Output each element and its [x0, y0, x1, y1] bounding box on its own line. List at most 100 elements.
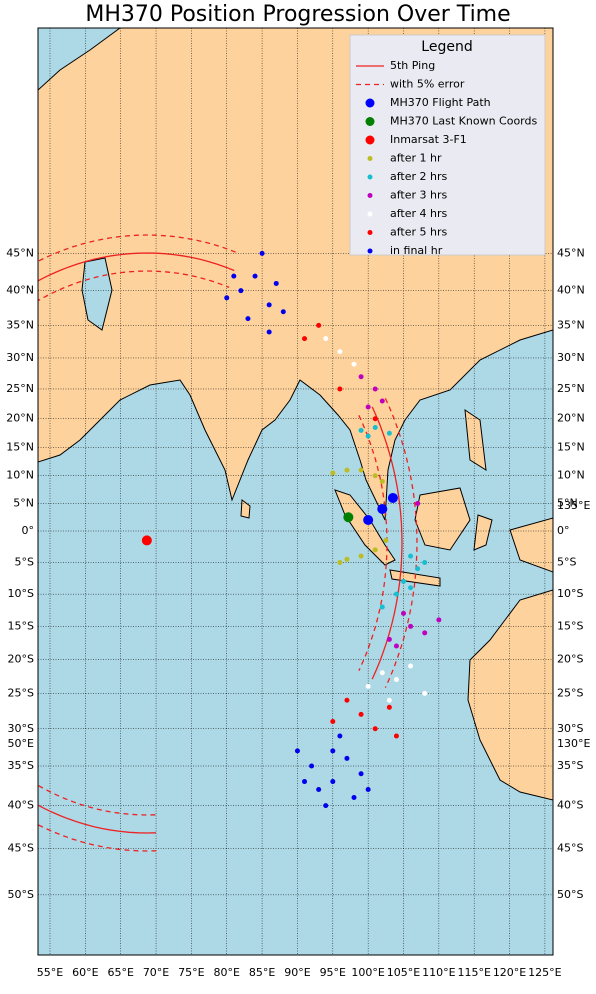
- y-tick-label: 0°: [22, 524, 35, 537]
- point: [365, 433, 371, 439]
- y-tick-label: 5°N: [13, 496, 34, 509]
- legend-label: 5th Ping: [390, 59, 435, 72]
- point: [344, 467, 350, 473]
- point: [294, 748, 300, 754]
- point: [393, 591, 399, 597]
- y-tick-label: 20°S: [8, 652, 34, 665]
- y-tick-label-right: 35°N: [557, 318, 585, 331]
- legend-label: after 2 hrs: [390, 170, 448, 183]
- legend-marker: [365, 117, 375, 126]
- point: [337, 386, 343, 392]
- legend-label: MH370 Flight Path: [390, 96, 491, 109]
- point: [377, 503, 388, 514]
- point: [372, 547, 378, 553]
- legend-label: MH370 Last Known Coords: [390, 115, 537, 128]
- legend-marker: [365, 98, 375, 108]
- point: [358, 711, 364, 717]
- x-tick-label: 110°E: [422, 966, 455, 979]
- point: [372, 726, 378, 732]
- point: [386, 704, 392, 710]
- point: [358, 467, 364, 473]
- y-tick-label-right: 10°N: [557, 469, 585, 482]
- point: [337, 733, 343, 739]
- y-tick-label-right: 5°S: [557, 555, 576, 568]
- point: [365, 683, 371, 689]
- y-tick-label: 45°N: [6, 246, 34, 259]
- y-tick-label: 50°S: [8, 888, 34, 901]
- x-tick-label: 100°E: [351, 966, 384, 979]
- x-tick-label: 55°E: [37, 966, 63, 979]
- y-tick-label-right: 15°N: [557, 441, 585, 454]
- legend-label: after 1 hr: [390, 152, 442, 165]
- legend-marker: [365, 135, 375, 145]
- point: [401, 610, 406, 616]
- point: [408, 623, 414, 629]
- point: [238, 288, 244, 294]
- y-tick-label-right: 5°N: [557, 496, 578, 509]
- point: [231, 273, 237, 279]
- point: [386, 430, 392, 436]
- point: [323, 803, 329, 809]
- point: [393, 733, 399, 739]
- point: [379, 670, 385, 676]
- point: [302, 779, 308, 785]
- point: [358, 553, 364, 559]
- point: [386, 697, 392, 703]
- new-guinea: [509, 517, 553, 573]
- point: [316, 786, 322, 792]
- point: [383, 537, 389, 543]
- y-tick-label-right: 40°N: [557, 284, 585, 297]
- legend-title: Legend: [421, 39, 472, 55]
- sumatra: [334, 489, 396, 566]
- x-tick-label: 65°E: [107, 966, 133, 979]
- caspian-sea: [81, 257, 113, 331]
- point: [401, 578, 406, 584]
- y-tick-label-right: 30°N: [557, 351, 585, 364]
- ping-arc: [384, 398, 418, 688]
- y-tick-label: 10°S: [8, 587, 34, 600]
- legend-label: after 5 hrs: [390, 226, 448, 239]
- point: [280, 309, 286, 315]
- point: [337, 559, 343, 565]
- ping-arcs: [38, 234, 418, 852]
- x-tick-label: 75°E: [178, 966, 204, 979]
- y-tick-label: 30°S: [8, 722, 34, 735]
- ping-arc: [38, 824, 157, 852]
- point: [344, 697, 350, 703]
- y-tick-label-right: 10°S: [557, 587, 583, 600]
- sri-lanka: [240, 499, 251, 519]
- x-tick-label: 125°E: [528, 966, 561, 979]
- point: [330, 470, 336, 476]
- point: [415, 500, 421, 506]
- point: [379, 478, 385, 484]
- y-tick-label-right: 0°: [557, 524, 570, 537]
- point: [330, 779, 336, 785]
- y-tick-label-right: 40°S: [557, 799, 583, 812]
- legend-marker: [367, 248, 373, 254]
- y-tick-label: 20°N: [6, 412, 34, 425]
- ping-arc: [38, 804, 156, 834]
- legend-box: [349, 34, 546, 256]
- y-tick-label: 35°S: [8, 759, 34, 772]
- point: [245, 316, 251, 322]
- sulawesi: [473, 514, 493, 551]
- x-tick-label: 80°E: [214, 966, 240, 979]
- y-tick-label-right: 25°N: [557, 382, 585, 395]
- x-tick-label: 105°E: [387, 966, 420, 979]
- point: [387, 492, 398, 503]
- point: [351, 795, 357, 801]
- y-tick-label: 10°N: [6, 469, 34, 482]
- y-tick-label-right: 20°S: [557, 652, 583, 665]
- edge-label: 130°E: [557, 737, 590, 750]
- point: [386, 636, 392, 642]
- legend-marker: [367, 156, 373, 161]
- y-tick-label: 15°S: [8, 619, 34, 632]
- y-tick-label-right: 50°S: [557, 888, 583, 901]
- x-tick-label: 70°E: [143, 966, 169, 979]
- y-tick-label: 5°S: [15, 555, 34, 568]
- chart-title: MH370 Position Progression Over Time: [85, 2, 510, 27]
- point: [408, 663, 414, 669]
- legend-label: Inmarsat 3-F1: [390, 133, 467, 146]
- edge-label: 50°E: [8, 737, 34, 750]
